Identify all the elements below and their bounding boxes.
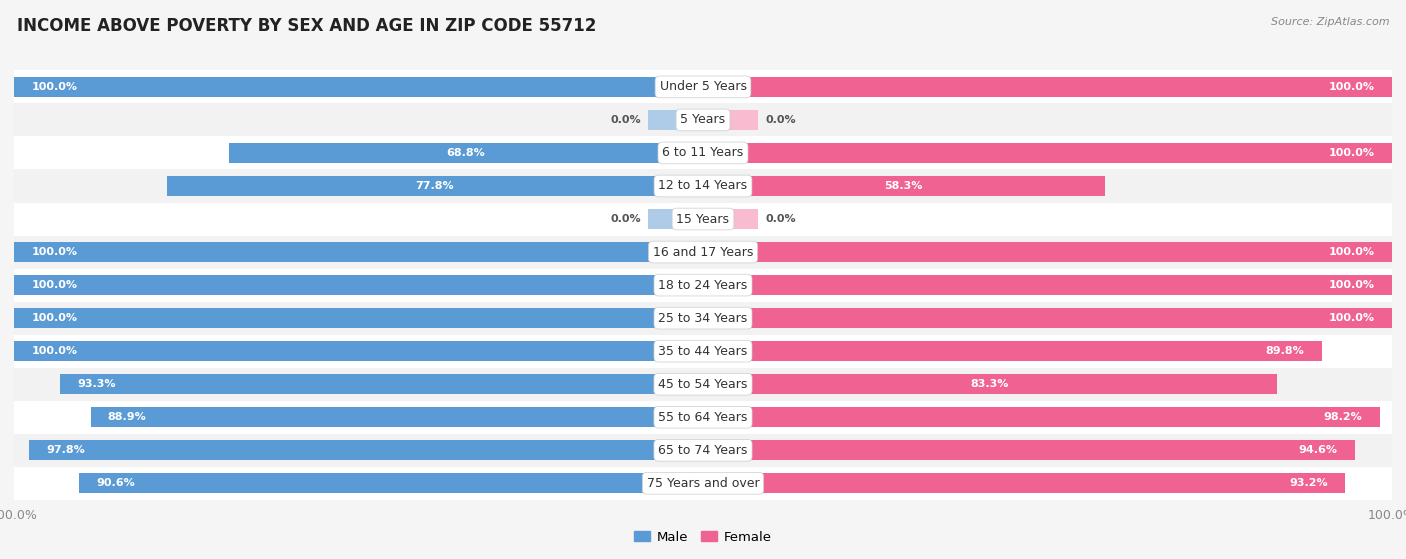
Bar: [14, 467, 1392, 500]
Bar: [703, 275, 1392, 295]
Bar: [703, 77, 1392, 97]
Bar: [703, 176, 1105, 196]
Bar: [703, 375, 1277, 394]
Bar: [60, 375, 703, 394]
Bar: [14, 308, 703, 328]
Text: 100.0%: 100.0%: [31, 247, 77, 257]
Bar: [14, 136, 1392, 169]
Text: 100.0%: 100.0%: [31, 280, 77, 290]
Bar: [14, 434, 1392, 467]
Text: 75 Years and over: 75 Years and over: [647, 477, 759, 490]
Bar: [703, 110, 758, 130]
Text: 68.8%: 68.8%: [447, 148, 485, 158]
Text: 100.0%: 100.0%: [1329, 148, 1375, 158]
Bar: [14, 242, 703, 262]
Text: 65 to 74 Years: 65 to 74 Years: [658, 444, 748, 457]
Text: 100.0%: 100.0%: [1329, 82, 1375, 92]
Text: 88.9%: 88.9%: [108, 412, 146, 422]
Bar: [14, 302, 1392, 335]
Text: 55 to 64 Years: 55 to 64 Years: [658, 411, 748, 424]
Text: 89.8%: 89.8%: [1265, 346, 1305, 356]
Bar: [14, 202, 1392, 235]
Bar: [703, 143, 1392, 163]
Bar: [14, 275, 703, 295]
Text: 94.6%: 94.6%: [1299, 446, 1337, 455]
Text: 98.2%: 98.2%: [1323, 412, 1362, 422]
Bar: [648, 209, 703, 229]
Bar: [14, 341, 703, 361]
Text: 16 and 17 Years: 16 and 17 Years: [652, 245, 754, 259]
Bar: [703, 473, 1346, 493]
Legend: Male, Female: Male, Female: [628, 525, 778, 549]
Bar: [703, 440, 1355, 460]
Bar: [14, 401, 1392, 434]
Bar: [14, 77, 703, 97]
Text: 97.8%: 97.8%: [46, 446, 86, 455]
Bar: [167, 176, 703, 196]
Text: 5 Years: 5 Years: [681, 113, 725, 126]
Text: 100.0%: 100.0%: [1329, 313, 1375, 323]
Text: 93.3%: 93.3%: [77, 379, 115, 389]
Text: 83.3%: 83.3%: [970, 379, 1010, 389]
Bar: [14, 335, 1392, 368]
Bar: [703, 209, 758, 229]
Bar: [79, 473, 703, 493]
Bar: [14, 368, 1392, 401]
Text: 0.0%: 0.0%: [765, 115, 796, 125]
Text: 100.0%: 100.0%: [31, 313, 77, 323]
Text: 15 Years: 15 Years: [676, 212, 730, 225]
Bar: [703, 341, 1322, 361]
Bar: [14, 169, 1392, 202]
Bar: [648, 110, 703, 130]
Text: 25 to 34 Years: 25 to 34 Years: [658, 311, 748, 325]
Text: 0.0%: 0.0%: [765, 214, 796, 224]
Text: 58.3%: 58.3%: [884, 181, 922, 191]
Bar: [14, 268, 1392, 302]
Text: 90.6%: 90.6%: [96, 479, 135, 488]
Bar: [30, 440, 703, 460]
Text: 100.0%: 100.0%: [1329, 247, 1375, 257]
Text: 18 to 24 Years: 18 to 24 Years: [658, 278, 748, 292]
Text: 93.2%: 93.2%: [1289, 479, 1327, 488]
Text: 100.0%: 100.0%: [31, 346, 77, 356]
Bar: [703, 242, 1392, 262]
Text: 45 to 54 Years: 45 to 54 Years: [658, 378, 748, 391]
Text: 100.0%: 100.0%: [31, 82, 77, 92]
Text: 6 to 11 Years: 6 to 11 Years: [662, 146, 744, 159]
Bar: [703, 308, 1392, 328]
Bar: [703, 408, 1379, 427]
Bar: [90, 408, 703, 427]
Text: 77.8%: 77.8%: [416, 181, 454, 191]
Text: INCOME ABOVE POVERTY BY SEX AND AGE IN ZIP CODE 55712: INCOME ABOVE POVERTY BY SEX AND AGE IN Z…: [17, 17, 596, 35]
Bar: [14, 70, 1392, 103]
Text: 35 to 44 Years: 35 to 44 Years: [658, 345, 748, 358]
Text: Source: ZipAtlas.com: Source: ZipAtlas.com: [1271, 17, 1389, 27]
Text: Under 5 Years: Under 5 Years: [659, 80, 747, 93]
Text: 0.0%: 0.0%: [610, 214, 641, 224]
Bar: [14, 103, 1392, 136]
Bar: [229, 143, 703, 163]
Text: 100.0%: 100.0%: [1329, 280, 1375, 290]
Text: 0.0%: 0.0%: [610, 115, 641, 125]
Text: 12 to 14 Years: 12 to 14 Years: [658, 179, 748, 192]
Bar: [14, 235, 1392, 268]
